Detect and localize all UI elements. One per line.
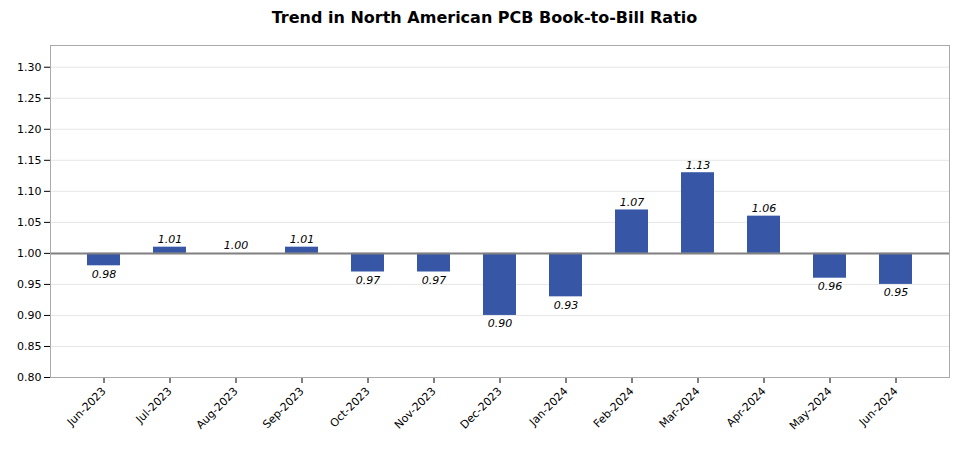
svg-text:0.97: 0.97 [422,274,447,287]
svg-text:Nov-2023: Nov-2023 [392,385,439,432]
svg-text:1.00: 1.00 [17,247,42,260]
svg-text:1.01: 1.01 [158,233,183,246]
svg-text:0.85: 0.85 [17,340,42,353]
svg-text:1.30: 1.30 [17,61,42,74]
svg-text:1.20: 1.20 [17,123,42,136]
svg-text:1.01: 1.01 [290,233,315,246]
svg-text:1.25: 1.25 [17,92,42,105]
svg-text:1.06: 1.06 [752,202,777,215]
svg-text:0.97: 0.97 [356,274,381,287]
svg-text:Aug-2023: Aug-2023 [194,385,241,432]
svg-text:0.90: 0.90 [17,309,42,322]
svg-text:Mar-2024: Mar-2024 [657,385,703,431]
svg-text:1.15: 1.15 [17,154,42,167]
svg-text:1.05: 1.05 [17,216,42,229]
svg-text:Feb-2024: Feb-2024 [591,385,637,431]
svg-text:Sep-2023: Sep-2023 [260,385,306,431]
svg-text:Jul-2023: Jul-2023 [133,385,175,427]
svg-text:Jun-2023: Jun-2023 [64,385,109,430]
svg-text:1.00: 1.00 [224,239,249,252]
svg-text:0.80: 0.80 [17,371,42,384]
svg-text:0.93: 0.93 [554,299,579,312]
svg-text:Dec-2023: Dec-2023 [458,385,505,432]
svg-text:Jan-2024: Jan-2024 [526,385,570,429]
svg-text:1.13: 1.13 [686,159,711,172]
svg-text:1.07: 1.07 [620,196,645,209]
svg-text:1.10: 1.10 [17,185,42,198]
svg-text:0.95: 0.95 [17,278,42,291]
svg-text:Jun-2024: Jun-2024 [856,385,901,430]
svg-text:0.90: 0.90 [488,317,513,330]
svg-text:0.96: 0.96 [818,280,843,293]
svg-text:Oct-2023: Oct-2023 [327,385,372,430]
svg-text:Apr-2024: Apr-2024 [724,385,769,430]
html-text:Trend in North American PCB Bo: Trend in North American PCB Book-to-Bill… [271,8,698,27]
svg-text:May-2024: May-2024 [787,385,835,433]
svg-text:0.98: 0.98 [92,268,117,281]
svg-text:0.95: 0.95 [884,286,909,299]
